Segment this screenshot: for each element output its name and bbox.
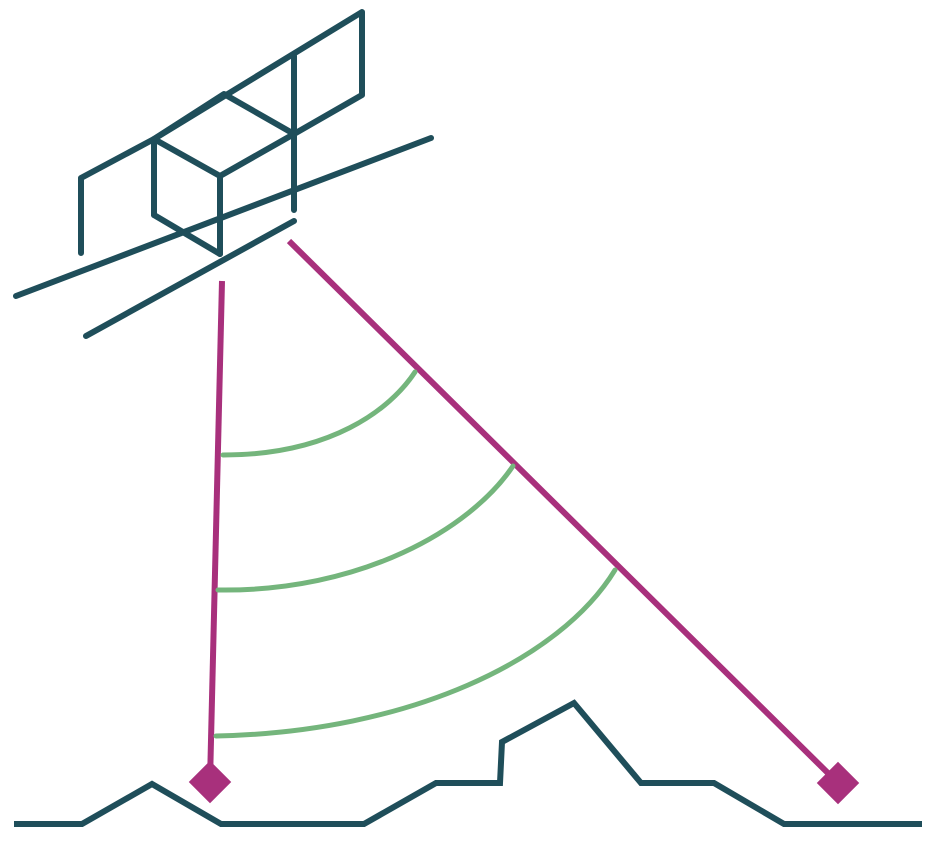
- nadir-beam: [207, 280, 225, 783]
- satellite-body-base: [151, 212, 223, 257]
- satellite-boom-lower: [83, 218, 297, 339]
- terrain-profile: [14, 699, 922, 827]
- wavefront-arc: [215, 463, 516, 593]
- nadir-target-icon: [188, 760, 232, 804]
- wavefront-arc: [213, 567, 618, 739]
- oblique-beam: [286, 238, 841, 786]
- satellite-body-top: [151, 91, 297, 179]
- wavefront-group: [213, 369, 618, 739]
- satellite-boom-upper: [13, 135, 434, 299]
- wavefront-arc: [220, 369, 418, 458]
- satellite-icon: [13, 9, 434, 339]
